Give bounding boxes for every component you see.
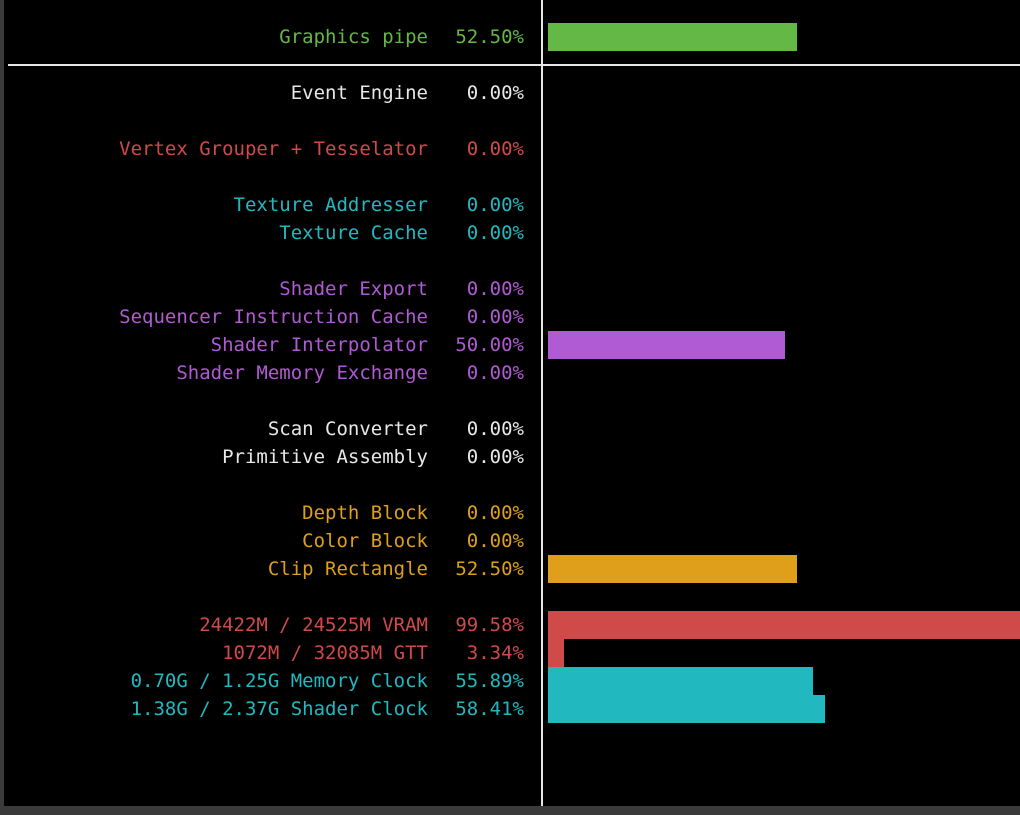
metric-row-color-block: Color Block 0.00% bbox=[0, 527, 1020, 555]
metric-percent: 0.00% bbox=[466, 502, 524, 524]
metric-label: Primitive Assembly bbox=[222, 446, 428, 468]
metric-percent: 0.00% bbox=[466, 418, 524, 440]
header-usage-bar bbox=[548, 23, 797, 51]
metric-row-scan-converter: Scan Converter 0.00% bbox=[0, 415, 1020, 443]
header-divider bbox=[8, 64, 1020, 66]
metric-label: Depth Block bbox=[302, 502, 428, 524]
metric-row-shader-interpolator: Shader Interpolator 50.00% bbox=[0, 331, 1020, 359]
metric-row-event-engine: Event Engine 0.00% bbox=[0, 79, 1020, 107]
metric-usage-bar bbox=[548, 331, 785, 359]
metric-percent: 0.00% bbox=[466, 82, 524, 104]
metric-label: Color Block bbox=[302, 530, 428, 552]
metric-row-clip-rectangle: Clip Rectangle 52.50% bbox=[0, 555, 1020, 583]
metric-label: Sequencer Instruction Cache bbox=[119, 306, 428, 328]
metric-row-sequencer-instruction-cache: Sequencer Instruction Cache 0.00% bbox=[0, 303, 1020, 331]
column-divider bbox=[541, 0, 543, 806]
metric-row-shader-memory-exchange: Shader Memory Exchange 0.00% bbox=[0, 359, 1020, 387]
metric-percent: 50.00% bbox=[455, 334, 524, 356]
metric-percent: 0.00% bbox=[466, 194, 524, 216]
metric-label: Scan Converter bbox=[267, 418, 428, 440]
metric-row-gtt: 1072M / 32085M GTT 3.34% bbox=[0, 639, 1020, 667]
metric-percent: 99.58% bbox=[455, 614, 524, 636]
metric-usage-bar bbox=[548, 667, 813, 695]
metric-percent: 0.00% bbox=[466, 362, 524, 384]
metric-label: Shader Interpolator bbox=[210, 334, 428, 356]
metric-label: Vertex Grouper + Tesselator bbox=[119, 138, 428, 160]
metric-row-shader-clock: 1.38G / 2.37G Shader Clock 58.41% bbox=[0, 695, 1020, 723]
metric-row-texture-addresser: Texture Addresser 0.00% bbox=[0, 191, 1020, 219]
metric-label: 1.38G / 2.37G Shader Clock bbox=[130, 698, 428, 720]
metric-usage-bar bbox=[548, 639, 564, 667]
metric-label: Shader Export bbox=[279, 278, 428, 300]
metric-usage-bar bbox=[548, 611, 1020, 639]
metric-percent: 0.00% bbox=[466, 222, 524, 244]
metric-percent: 0.00% bbox=[466, 138, 524, 160]
metric-row-shader-export: Shader Export 0.00% bbox=[0, 275, 1020, 303]
header-row-graphics-pipe: Graphics pipe 52.50% bbox=[0, 23, 1020, 51]
metric-row-texture-cache: Texture Cache 0.00% bbox=[0, 219, 1020, 247]
metric-percent: 0.00% bbox=[466, 446, 524, 468]
metric-usage-bar bbox=[548, 555, 797, 583]
metric-label: 24422M / 24525M VRAM bbox=[199, 614, 428, 636]
metric-row-memory-clock: 0.70G / 1.25G Memory Clock 55.89% bbox=[0, 667, 1020, 695]
metric-percent: 0.00% bbox=[466, 530, 524, 552]
header-label: Graphics pipe bbox=[279, 26, 428, 48]
metric-percent: 0.00% bbox=[466, 306, 524, 328]
metric-percent: 3.34% bbox=[466, 642, 524, 664]
metric-label: Event Engine bbox=[290, 82, 428, 104]
header-percent: 52.50% bbox=[455, 26, 524, 48]
metric-label: Texture Cache bbox=[279, 222, 428, 244]
metric-usage-bar bbox=[548, 695, 825, 723]
metric-percent: 58.41% bbox=[455, 698, 524, 720]
metric-label: Clip Rectangle bbox=[267, 558, 428, 580]
metric-label: 0.70G / 1.25G Memory Clock bbox=[130, 670, 428, 692]
metric-row-vertex-grouper: Vertex Grouper + Tesselator 0.00% bbox=[0, 135, 1020, 163]
metric-row-vram: 24422M / 24525M VRAM 99.58% bbox=[0, 611, 1020, 639]
metric-row-depth-block: Depth Block 0.00% bbox=[0, 499, 1020, 527]
metric-label: Texture Addresser bbox=[233, 194, 428, 216]
metric-percent: 55.89% bbox=[455, 670, 524, 692]
metric-percent: 52.50% bbox=[455, 558, 524, 580]
metric-label: Shader Memory Exchange bbox=[176, 362, 428, 384]
metric-row-primitive-assembly: Primitive Assembly 0.00% bbox=[0, 443, 1020, 471]
metric-label: 1072M / 32085M GTT bbox=[222, 642, 428, 664]
metric-percent: 0.00% bbox=[466, 278, 524, 300]
